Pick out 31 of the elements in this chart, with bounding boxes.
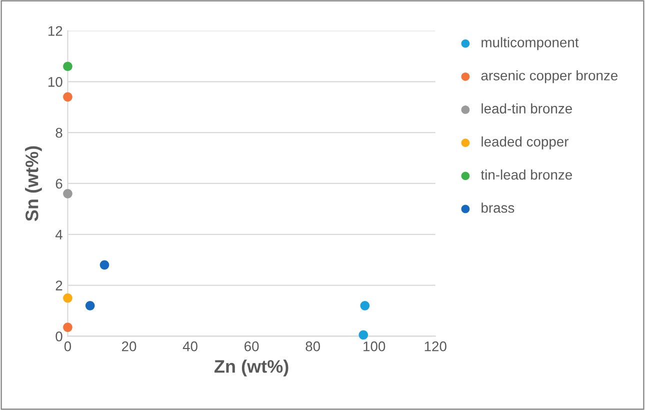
point <box>63 322 72 332</box>
x-tick-label: 60 <box>244 341 259 352</box>
y-tick-label: 2 <box>56 280 62 290</box>
y-axis-title: Sn (wt%) <box>25 146 42 222</box>
y-tick-label: 12 <box>48 26 62 36</box>
legend-label: tin-lead bronze <box>480 169 572 180</box>
point <box>63 62 72 72</box>
x-tick-label: 100 <box>364 341 386 352</box>
y-tick-label: 0 <box>56 332 62 342</box>
x-tick-label: 0 <box>64 341 72 352</box>
point <box>63 293 72 303</box>
x-tick-label: 80 <box>306 341 320 352</box>
legend-label: lead-tin bronze <box>482 103 572 114</box>
point <box>360 300 370 310</box>
point <box>100 260 110 270</box>
y-tick-label: 4 <box>55 230 62 240</box>
x-axis-title: Zn (wt%) <box>214 360 288 376</box>
x-tick-label: 40 <box>182 341 198 352</box>
legend-label: arsenic copper bronze <box>481 70 618 84</box>
x-tick-label: 120 <box>424 341 446 352</box>
point <box>63 189 72 198</box>
point <box>63 92 72 102</box>
legend-label: multicomponent <box>482 37 579 50</box>
point <box>85 300 95 310</box>
legend-label: brass <box>482 202 514 213</box>
legend-label: leaded copper <box>482 136 569 150</box>
x-tick-label: 20 <box>122 341 136 352</box>
y-tick-label: 10 <box>48 76 62 87</box>
point <box>358 330 368 340</box>
y-tick-label: 8 <box>56 128 62 138</box>
y-tick-label: 6 <box>56 178 62 189</box>
